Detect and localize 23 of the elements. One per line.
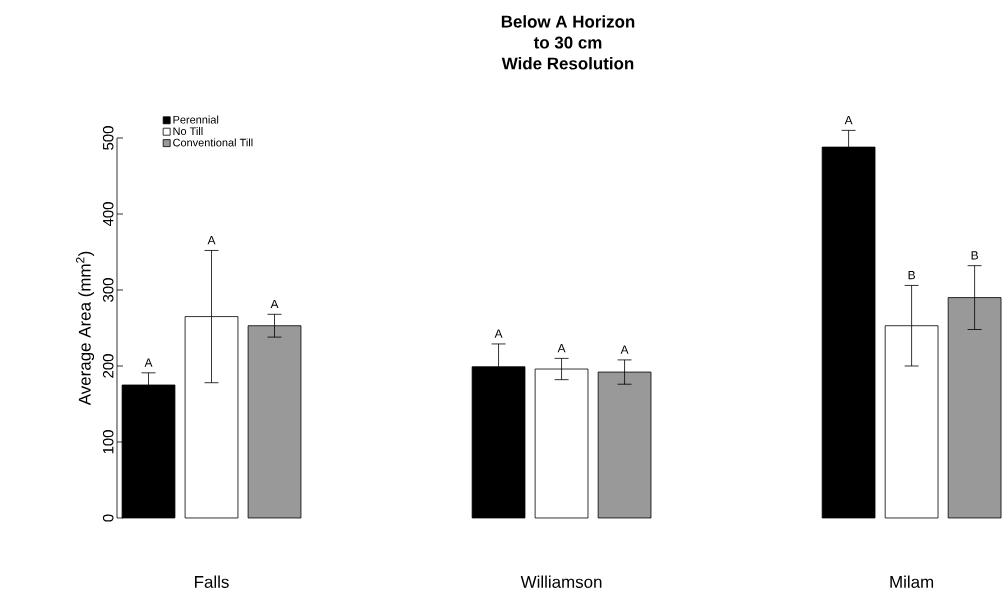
legend-label: Conventional Till: [173, 138, 253, 147]
legend-label: No Till: [173, 126, 203, 136]
annotation: A: [557, 343, 566, 353]
y-tick-label: 0: [102, 514, 114, 522]
annotation: A: [270, 299, 279, 309]
y-tick-label: 100: [102, 430, 114, 454]
annotation: A: [144, 358, 153, 367]
y-axis-title: Average Area (mm$^{2}$): [76, 251, 95, 406]
annotation: A: [207, 236, 216, 245]
y-tick-label: 500: [102, 126, 114, 150]
annotation: A: [620, 345, 629, 354]
y-tick-label: 400: [102, 202, 114, 227]
annotation: A: [494, 329, 503, 338]
text: A: [844, 115, 853, 125]
x-tick-label: Milam: [890, 575, 934, 588]
x-tick-label: Falls: [195, 575, 229, 588]
annotation: B: [908, 271, 915, 280]
legend-label: Perennial: [173, 115, 219, 124]
annotation: B: [971, 251, 978, 260]
chart-title: Below A Horizon to 30 cm Wide Resolution: [501, 15, 635, 70]
y-tick-label: 300: [102, 278, 114, 302]
y-tick-label: 200: [102, 354, 114, 378]
x-tick-label: Williamson: [520, 575, 602, 588]
